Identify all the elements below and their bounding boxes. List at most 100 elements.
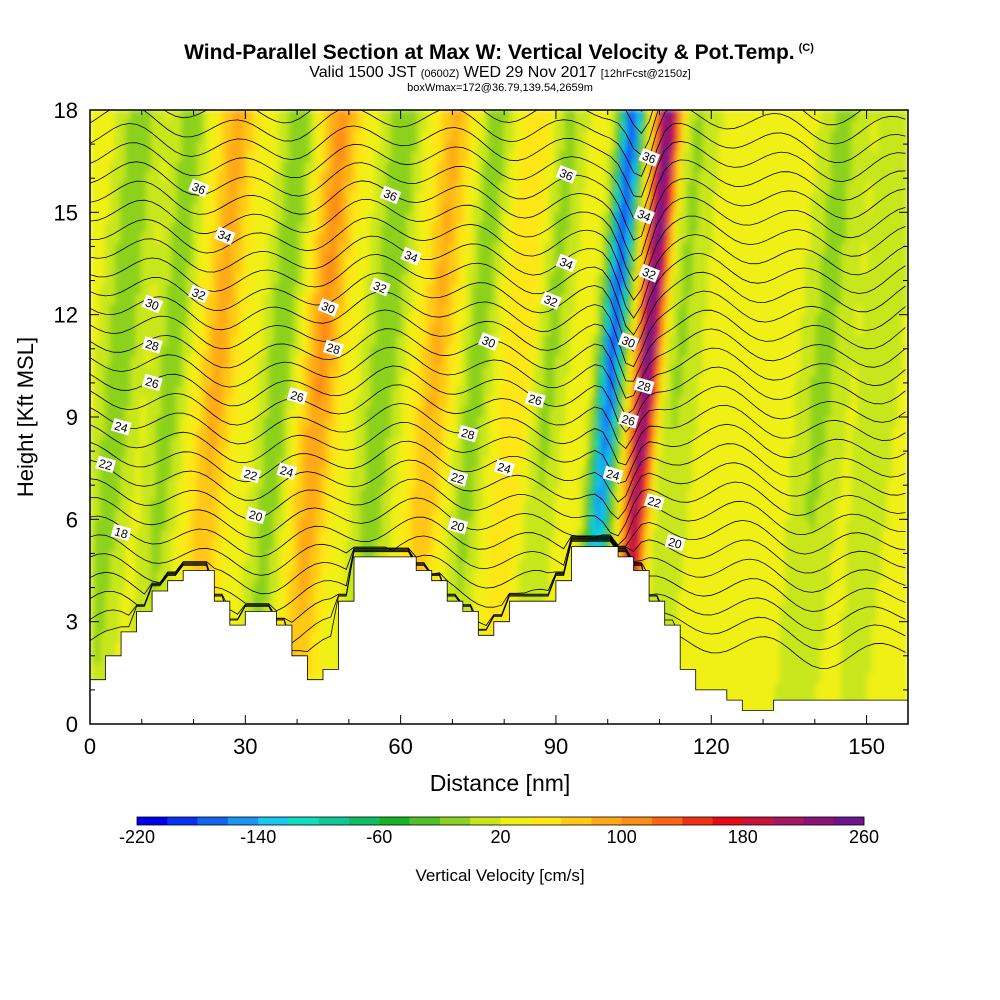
contour-label: 36 [379, 185, 402, 205]
theta-contour-line [90, 122, 906, 198]
contour-label-text: 32 [640, 265, 658, 283]
contour-label-text: 20 [247, 507, 264, 524]
contour-label-bg [447, 516, 469, 535]
contour-label-text: 30 [620, 333, 638, 351]
colorbar-swatch [379, 817, 410, 825]
colorbar-tick-label: 20 [490, 827, 510, 847]
potential-temperature-contours [90, 110, 906, 669]
x-tick-label: 0 [84, 734, 96, 759]
contour-label: 30 [317, 297, 340, 317]
contour-label: 22 [643, 493, 665, 511]
theta-contour-line [90, 402, 906, 466]
y-tick-label: 6 [66, 507, 78, 532]
contour-label-bg [633, 377, 655, 395]
subtitle-valid: Valid 1500 JST [309, 64, 417, 81]
colorbar-tick-label: 260 [849, 827, 879, 847]
colorbar-swatch [773, 817, 804, 825]
colorbar-swatch [530, 817, 562, 825]
theta-contour-line [90, 110, 906, 177]
contour-label: 26 [524, 390, 546, 409]
contour-label: 28 [322, 339, 344, 357]
contour-label-text: 30 [143, 295, 161, 313]
contour-label: 22 [95, 455, 117, 473]
theta-contour-line [90, 290, 906, 368]
contour-label-bg [317, 297, 340, 317]
contour-label-bg [379, 185, 402, 205]
subtitle-date: WED 29 Nov 2017 [463, 64, 597, 81]
theta-contour-line [90, 196, 906, 282]
contour-label-bg [524, 390, 546, 409]
colorbar-swatch [197, 817, 229, 825]
theta-contour-line [90, 534, 906, 576]
contour-label: 20 [664, 533, 686, 552]
contour-label-bg [110, 417, 132, 436]
colorbar-swatch [742, 817, 774, 825]
contour-label-bg [618, 411, 639, 429]
x-tick-label: 30 [233, 734, 257, 759]
colorbar-label: Vertical Velocity [cm/s] [415, 866, 584, 885]
contour-label-text: 28 [144, 337, 161, 354]
contour-label: 24 [276, 462, 298, 480]
contour-label-bg [555, 164, 578, 184]
contour-label: 34 [400, 246, 422, 266]
contour-label-text: 26 [144, 374, 161, 391]
contour-label: 22 [240, 465, 262, 484]
contour-label-text: 22 [97, 456, 114, 473]
contour-label: 18 [110, 523, 132, 542]
colorbar-swatch [682, 817, 713, 825]
theta-contour-line [90, 346, 906, 416]
contour-label-bg [633, 205, 655, 225]
theta-contour-line [90, 271, 906, 352]
colorbar-swatch [288, 817, 320, 825]
x-tick-label: 120 [693, 734, 730, 759]
colorbar-tick-label: 100 [607, 827, 637, 847]
contour-label: 34 [633, 205, 655, 225]
contour-label-text: 26 [289, 388, 306, 405]
terrain-mask [90, 546, 908, 724]
x-tick-label: 60 [388, 734, 412, 759]
contour-label: 30 [617, 332, 640, 351]
contour-label-bg [240, 465, 262, 484]
contour-label-text: 36 [381, 186, 399, 204]
colorbar-swatch [409, 817, 441, 825]
contour-label-bg [141, 373, 163, 392]
contour-label-text: 32 [542, 292, 560, 310]
contour-label: 36 [638, 147, 661, 167]
contour-label-bg [493, 458, 515, 477]
contour-label: 28 [141, 336, 163, 354]
contour-label: 26 [286, 387, 308, 405]
terrain-shape [90, 546, 908, 724]
contour-label-bg [188, 284, 210, 304]
colorbar-swatch [258, 817, 289, 825]
contour-label-bg [540, 291, 562, 310]
theta-contour-line [640, 110, 644, 112]
colorbar-tick-label: -220 [119, 827, 155, 847]
contour-label: 30 [141, 294, 164, 314]
contour-label-text: 30 [480, 333, 498, 351]
contour-label-bg [638, 147, 661, 167]
contour-label-text: 24 [496, 460, 513, 477]
subtitle-forecast: [12hrFcst@2150z] [600, 68, 691, 80]
contour-label-text: 24 [113, 419, 130, 436]
y-tick-label: 0 [66, 712, 78, 737]
colorbar-tick-label: -60 [366, 827, 392, 847]
theta-contour-line [90, 178, 906, 262]
chart-title-tag: (C) [798, 42, 814, 54]
contour-label-bg [555, 253, 578, 273]
colorbar-swatch [561, 817, 592, 825]
contour-label-bg [141, 294, 164, 314]
colorbar: -220 -140 -60 20 100 180 260 [119, 816, 879, 847]
contour-label-text: 36 [557, 166, 575, 184]
theta-contour-line [90, 234, 906, 319]
contour-label-bg [214, 226, 236, 246]
contour-label-bg [188, 178, 210, 198]
theta-contour-line [90, 538, 906, 612]
subtitle-zulu: (0600Z) [420, 68, 460, 80]
contour-label-text: 36 [640, 149, 658, 167]
contour-label-bg [141, 336, 163, 354]
contour-label-bg [276, 462, 298, 480]
theta-contour-line [90, 459, 906, 520]
contour-label-bg [369, 277, 391, 297]
